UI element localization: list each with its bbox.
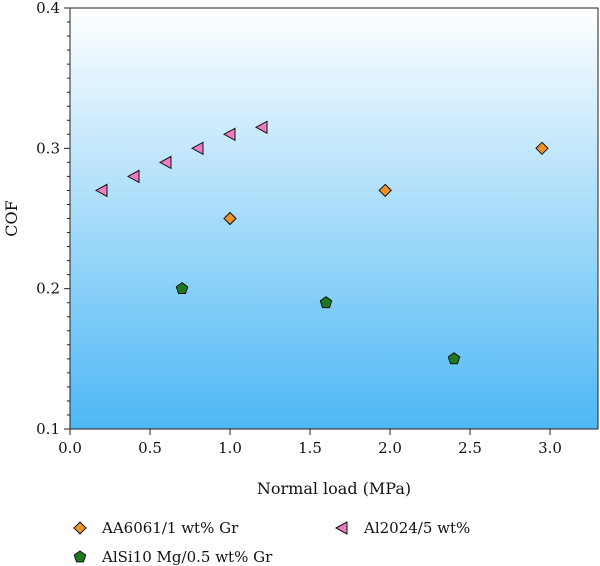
point-series2-3 <box>190 141 204 156</box>
y-tick-label: 0.2 <box>36 280 60 298</box>
legend-marker-diamond <box>73 521 87 535</box>
x-axis-title: Normal load (MPa) <box>257 479 411 498</box>
legend-label: AA6061/1 wt% Gr <box>101 519 239 537</box>
point-series0-2 <box>535 141 549 156</box>
x-tick-label: 2.0 <box>378 439 402 457</box>
point-series0-1 <box>378 183 392 198</box>
point-series2-4 <box>222 127 236 142</box>
axes: 0.0 0.5 1.0 1.5 2.0 2.5 3.0 0.1 0.2 0.3 0.4 <box>36 0 562 457</box>
legend: AA6061/1 wt% Gr AlSi10 Mg/0.5 wt% Gr Al2… <box>73 519 470 566</box>
legend-marker-shape <box>73 550 87 563</box>
point-series2-5 <box>254 120 268 135</box>
x-tick-label: 1.5 <box>298 439 322 457</box>
data-points <box>94 120 549 365</box>
point-series1-0 <box>175 282 189 294</box>
y-tick-label: 0.4 <box>36 0 60 17</box>
legend-label: Al2024/5 wt% <box>363 519 470 537</box>
point-series2-0 <box>94 183 108 198</box>
x-tick-label: 1.0 <box>218 439 242 457</box>
point-series1-1 <box>319 296 333 309</box>
plot-area <box>70 8 598 429</box>
legend-marker-shape <box>73 521 87 535</box>
legend-item-al2024: Al2024/5 wt% <box>334 519 470 537</box>
legend-marker-shape <box>334 521 348 535</box>
x-tick-label: 2.5 <box>458 439 482 457</box>
point-series2-1 <box>126 169 140 184</box>
legend-label: AlSi10 Mg/0.5 wt% Gr <box>101 548 273 566</box>
legend-marker-triangle-left <box>334 521 348 535</box>
legend-item-aa6061: AA6061/1 wt% Gr <box>73 519 239 537</box>
y-axis-title: COF <box>2 200 21 236</box>
x-tick-label: 0.5 <box>138 439 162 457</box>
point-series1-2 <box>447 352 461 365</box>
legend-item-alsi10mg: AlSi10 Mg/0.5 wt% Gr <box>73 548 273 566</box>
x-tick-label: 3.0 <box>538 439 562 457</box>
y-tick-label: 0.1 <box>36 420 60 438</box>
y-tick-label: 0.3 <box>36 139 60 157</box>
plot-frame <box>69 7 599 430</box>
point-series2-2 <box>158 155 172 170</box>
legend-marker-pentagon <box>73 550 87 563</box>
point-series0-0 <box>223 211 237 226</box>
x-tick-label: 0.0 <box>58 439 82 457</box>
